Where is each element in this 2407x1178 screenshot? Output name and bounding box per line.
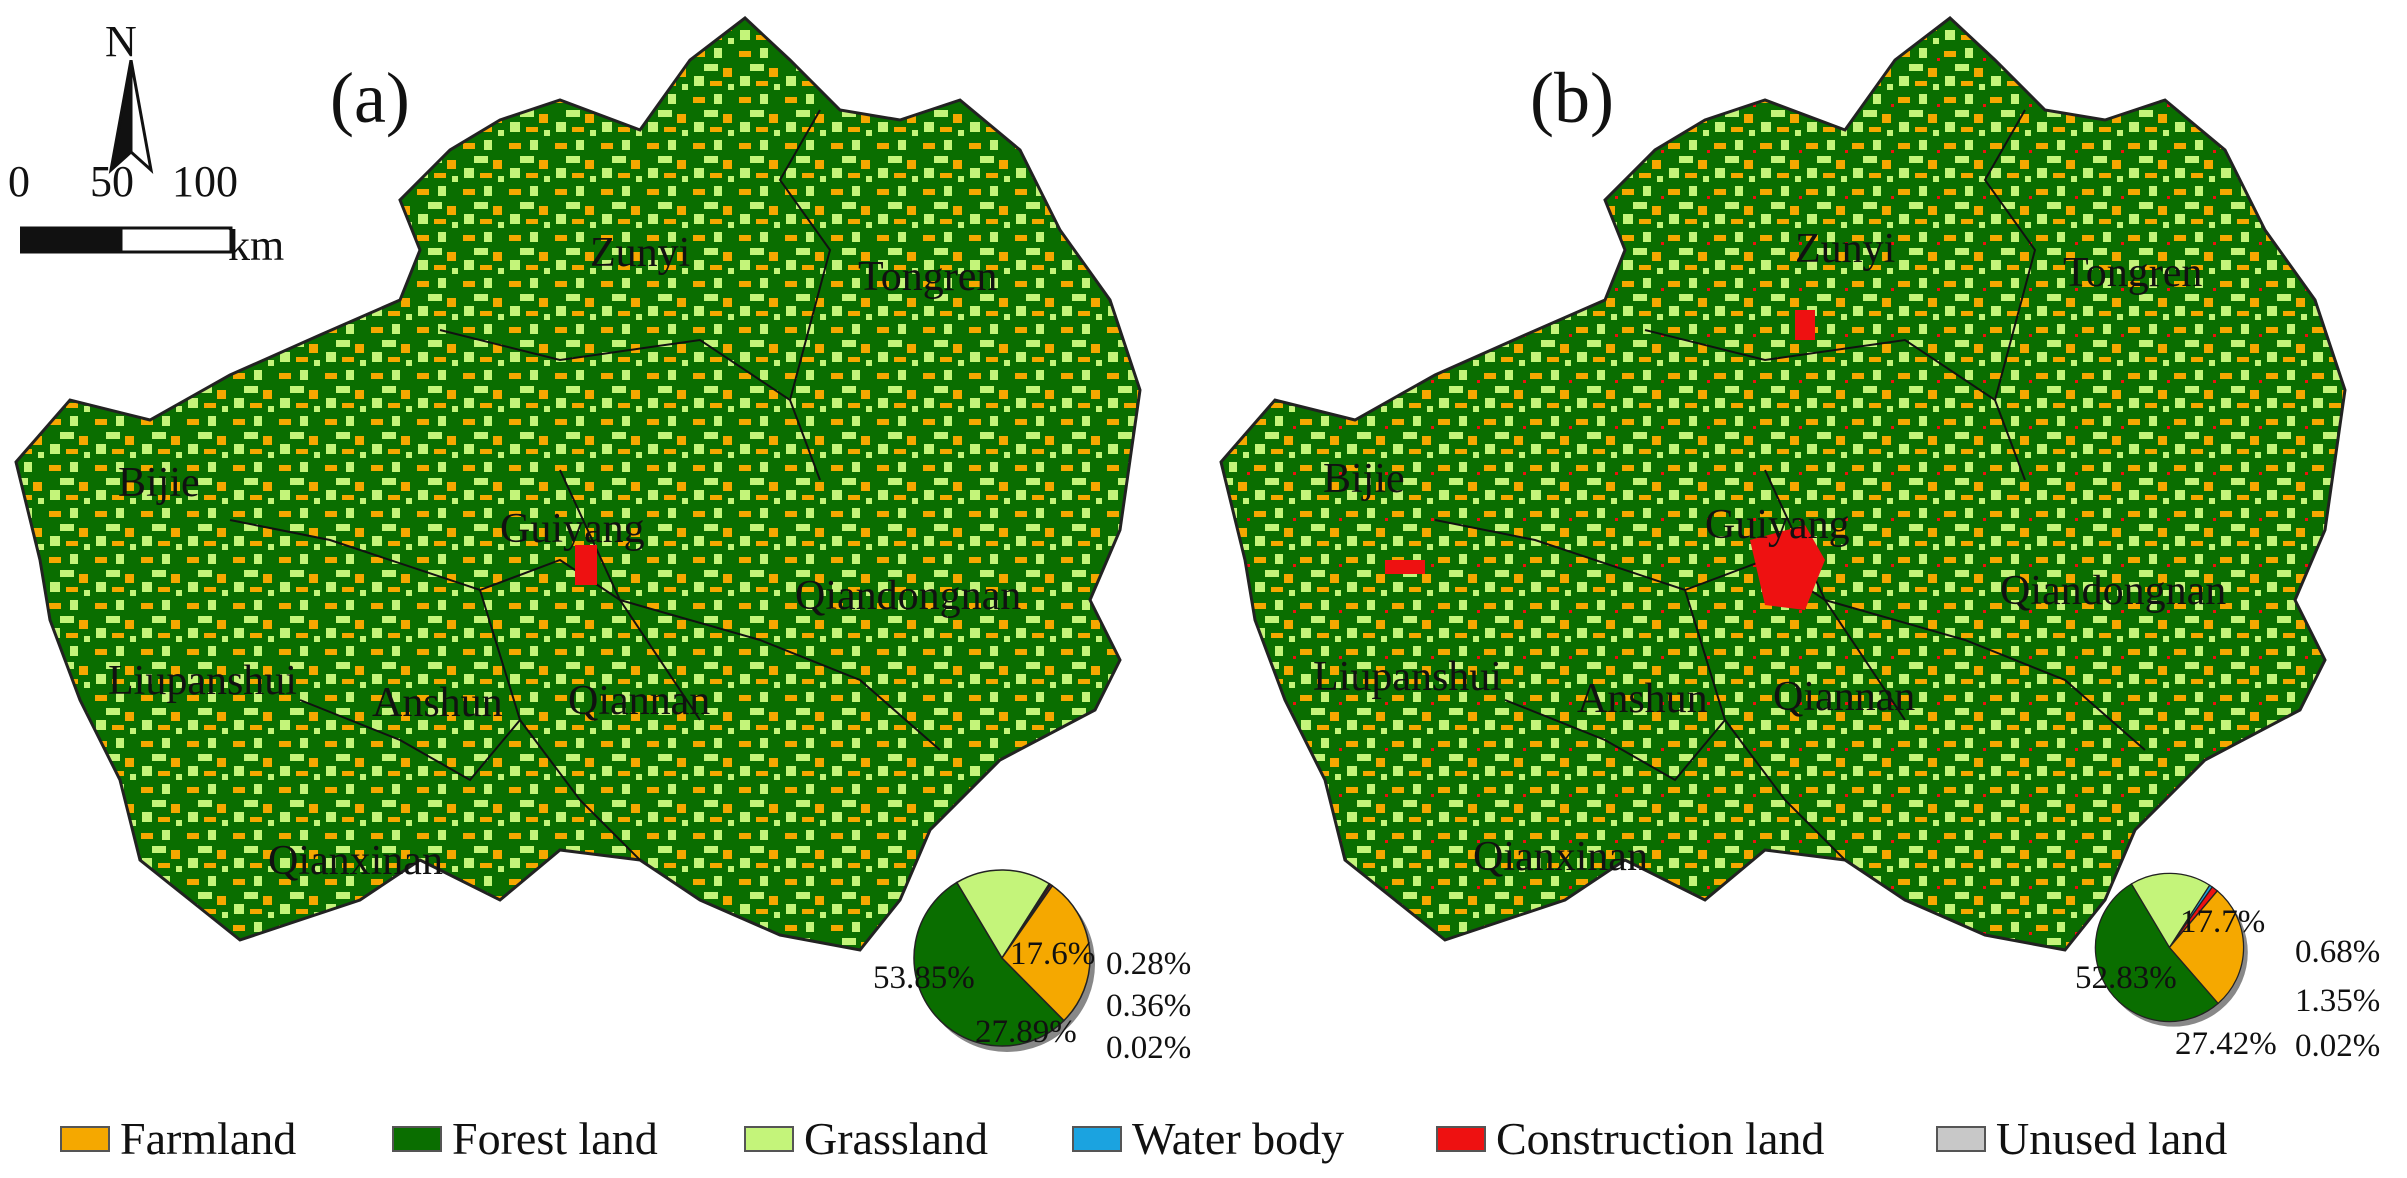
pie-slice-farmland <box>2168 890 2245 1005</box>
pie-label-grassland: 17.6% <box>1010 936 1096 972</box>
region-label-qianxinan: Qianxinan <box>1473 834 1648 880</box>
pie-svg-a <box>913 869 1095 1052</box>
pie-label-forest: 53.85% <box>873 960 975 996</box>
map-panel-b: (b) Zunyi Tongren Bijie Guiyang Qiandong… <box>1205 0 2405 1090</box>
region-label-anshun: Anshun <box>1577 676 1708 722</box>
pie-svg-b <box>2094 872 2248 1027</box>
legend: Farmland Forest land Grassland Water bod… <box>0 1112 2407 1172</box>
region-label-qiannan: Qiannan <box>568 678 711 724</box>
scale-bar-graphic <box>20 226 233 254</box>
scale-unit: km <box>228 221 285 270</box>
region-label-guiyang: Guiyang <box>1705 502 1850 548</box>
region-label-tongren: Tongren <box>2063 250 2203 296</box>
pie-slice-farmland <box>1001 884 1091 1022</box>
region-label-guiyang: Guiyang <box>500 506 645 552</box>
legend-swatch-water <box>1072 1126 1122 1152</box>
pie-slice-forest-land <box>913 881 1065 1047</box>
pie-chart-a <box>910 866 1100 1056</box>
legend-item-construction: Construction land <box>1436 1112 1824 1166</box>
pie-label-water: 0.68% <box>2295 934 2381 970</box>
scale-tick-0: 0 <box>8 157 30 206</box>
legend-item-farmland: Farmland <box>60 1112 296 1166</box>
region-label-qiandongnan: Qiandongnan <box>2000 568 2227 614</box>
legend-label: Farmland <box>120 1113 297 1164</box>
region-label-bijie: Bijie <box>118 460 200 506</box>
legend-item-grassland: Grassland <box>744 1112 988 1166</box>
panel-label: (b) <box>1530 58 1614 138</box>
legend-swatch-forest <box>392 1126 442 1152</box>
region-label-anshun: Anshun <box>372 680 503 726</box>
legend-item-unused: Unused land <box>1936 1112 2227 1166</box>
north-arrow-icon <box>108 60 154 175</box>
region-label-qiannan: Qiannan <box>1773 674 1916 720</box>
pie-slice-grassland <box>955 869 1051 960</box>
legend-swatch-farmland <box>60 1126 110 1152</box>
region-label-qiandongnan: Qiandongnan <box>795 573 1022 619</box>
legend-swatch-unused <box>1936 1126 1986 1152</box>
legend-label: Forest land <box>452 1113 658 1164</box>
pie-label-unused: 0.02% <box>1106 1030 1192 1066</box>
pie-slice-grassland <box>2130 872 2211 949</box>
legend-label: Grassland <box>804 1113 988 1164</box>
land-use-map-b <box>1219 16 2347 952</box>
scale-tick-50: 50 <box>90 157 134 206</box>
legend-label: Construction land <box>1496 1113 1825 1164</box>
region-label-zunyi: Zunyi <box>590 230 691 276</box>
region-label-liupanshui: Liupanshui <box>1313 654 1502 700</box>
north-letter: N <box>105 17 137 66</box>
legend-label: Unused land <box>1996 1113 2228 1164</box>
land-use-map-a <box>14 16 1142 952</box>
legend-swatch-grassland <box>744 1126 794 1152</box>
pie-label-farmland: 27.89% <box>975 1014 1077 1050</box>
legend-item-forest: Forest land <box>392 1112 658 1166</box>
region-label-tongren: Tongren <box>858 254 998 300</box>
legend-swatch-construction <box>1436 1126 1486 1152</box>
map-panel-a: (a) Zunyi Tongren Bijie Guiyang Qiandong… <box>0 0 1200 1090</box>
panel-label: (a) <box>330 58 410 138</box>
region-label-qianxinan: Qianxinan <box>268 838 443 884</box>
pie-label-unused: 0.02% <box>2295 1028 2381 1064</box>
pie-label-grassland: 17.7% <box>2180 904 2266 940</box>
scale-tick-100: 100 <box>172 157 238 206</box>
pie-slice-forest-land <box>2094 882 2220 1023</box>
region-label-bijie: Bijie <box>1323 456 1405 502</box>
region-label-zunyi: Zunyi <box>1795 226 1896 272</box>
legend-item-water: Water body <box>1072 1112 1344 1166</box>
pie-chart-b <box>2092 870 2252 1030</box>
pie-label-construction: 1.35% <box>2295 983 2381 1019</box>
pie-label-farmland: 27.42% <box>2175 1026 2277 1062</box>
pie-label-construction: 0.36% <box>1106 988 1192 1024</box>
region-label-liupanshui: Liupanshui <box>108 658 297 704</box>
pie-label-water: 0.28% <box>1106 946 1192 982</box>
pie-label-forest: 52.83% <box>2075 960 2177 996</box>
legend-label: Water body <box>1132 1113 1345 1164</box>
